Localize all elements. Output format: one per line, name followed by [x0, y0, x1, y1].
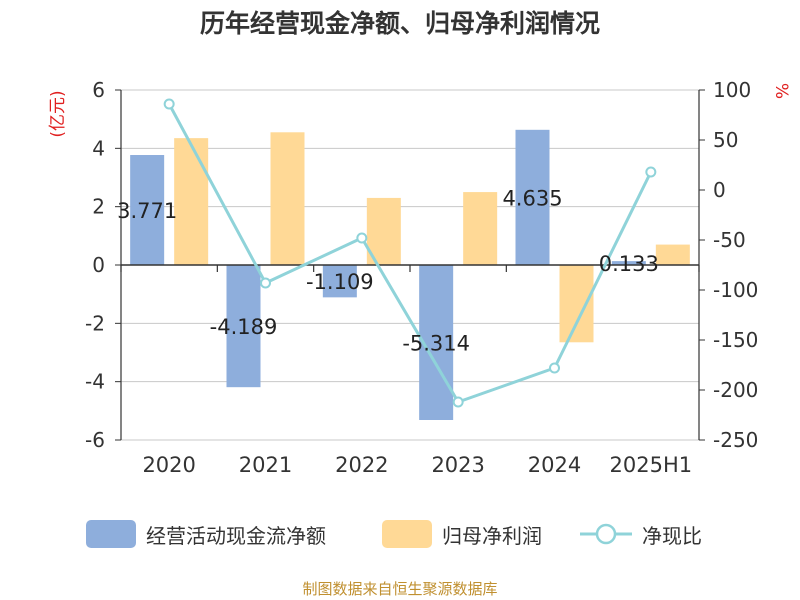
category-label: 2024 — [528, 453, 581, 477]
data-label-cash-flow: 0.133 — [599, 252, 659, 276]
ratio-line — [167, 103, 653, 404]
data-label-cash-flow: 4.635 — [502, 186, 562, 210]
left-tick-label: 6 — [92, 78, 105, 102]
right-tick-label: -200 — [713, 378, 758, 402]
ratio-point — [356, 232, 368, 244]
legend-item-cash-flow[interactable]: 经营活动现金流净额 — [86, 516, 326, 552]
category-label: 2022 — [335, 453, 388, 477]
ratio-point — [163, 98, 175, 110]
data-label-cash-flow: -4.189 — [210, 315, 278, 339]
chart-area: 6 4 2 0 -2 -4 -6 100 50 0 -50 -100 -150 -200 -250 (亿元)%… — [48, 78, 791, 477]
right-axis-unit: % — [771, 83, 791, 99]
bar-cash-flow — [322, 265, 357, 298]
right-tick-label: -150 — [713, 328, 758, 352]
legend-swatch-cash-flow — [86, 520, 136, 548]
ratio-point — [645, 166, 657, 178]
right-tick-label: -50 — [713, 228, 746, 252]
data-label-cash-flow: -1.109 — [306, 270, 374, 294]
left-axis-unit: (亿元) — [48, 90, 68, 137]
legend-item-net-profit[interactable]: 归母净利润 — [382, 516, 542, 552]
category-label: 2025H1 — [610, 453, 693, 477]
bar-cash-flow — [515, 129, 550, 265]
bar-net-profit — [463, 192, 498, 265]
bar-net-profit — [270, 132, 305, 265]
ratio-point — [549, 362, 560, 374]
category-label: 2023 — [431, 453, 484, 477]
right-tick-label: -250 — [713, 428, 758, 452]
right-tick-label: 0 — [713, 178, 726, 202]
category-label: 2020 — [142, 453, 195, 477]
bar-net-profit — [174, 138, 209, 265]
chart-title: 历年经营现金净额、归母净利润情况 — [199, 9, 600, 38]
legend-label-cash-flow: 经营活动现金流净额 — [146, 523, 326, 548]
ratio-point — [260, 277, 271, 289]
left-tick-label: 2 — [92, 195, 105, 219]
category-label: 2021 — [239, 453, 292, 477]
left-tick-label: -4 — [85, 370, 105, 394]
left-tick-label: -2 — [85, 311, 105, 335]
left-tick-label: 0 — [92, 253, 105, 277]
data-label-cash-flow: -5.314 — [402, 331, 470, 355]
legend-swatch-ratio-line — [580, 523, 632, 545]
legend-item-ratio[interactable]: 净现比 — [580, 516, 702, 552]
legend-label-net-profit: 归母净利润 — [442, 523, 542, 548]
right-tick-label: -100 — [713, 278, 758, 302]
right-tick-label: 100 — [713, 78, 751, 102]
legend-swatch-net-profit — [382, 520, 432, 548]
bar-cash-flow — [611, 261, 646, 265]
left-tick-label: -6 — [85, 428, 105, 452]
bar-net-profit — [559, 265, 594, 343]
source-note: 制图数据来自恒生聚源数据库 — [302, 580, 498, 598]
bar-cash-flow — [226, 265, 261, 388]
right-tick-label: 50 — [713, 128, 738, 152]
data-label-cash-flow: 3.771 — [117, 199, 177, 223]
ratio-point — [452, 396, 464, 408]
legend: 经营活动现金流净额 归母净利润 净现比 — [0, 516, 800, 552]
bar-net-profit — [655, 244, 690, 265]
bar-cash-flow — [130, 155, 165, 265]
left-tick-label: 4 — [92, 136, 105, 160]
legend-label-ratio: 净现比 — [642, 523, 702, 548]
